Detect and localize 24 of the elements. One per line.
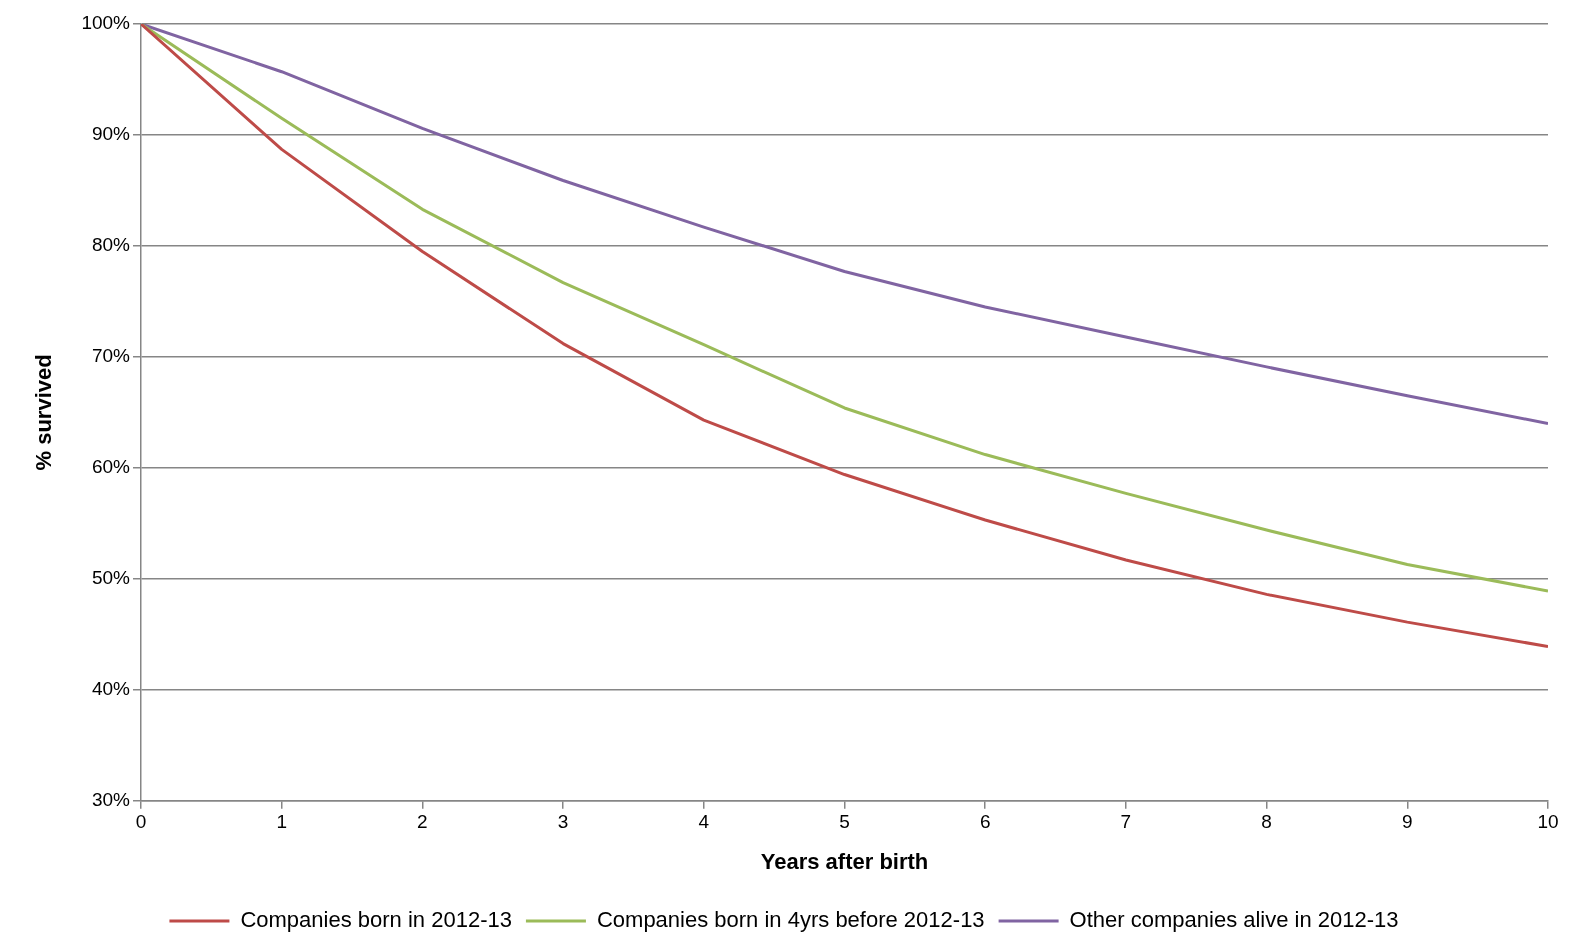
y-tick-label: 30% bbox=[91, 789, 131, 811]
x-axis-title: Years after birth bbox=[760, 848, 929, 874]
y-tick-label: 80% bbox=[91, 234, 131, 256]
x-tick-label: 5 bbox=[839, 811, 850, 833]
x-tick-label: 9 bbox=[1402, 811, 1413, 833]
y-axis-title: % survived bbox=[31, 354, 57, 471]
x-tick-label: 3 bbox=[557, 811, 569, 833]
x-tick-label: 6 bbox=[979, 811, 991, 833]
x-tick-label: 7 bbox=[1120, 811, 1132, 833]
legend-label: Companies born in 2012-13 bbox=[240, 907, 512, 933]
y-tick-label: 100% bbox=[81, 12, 131, 34]
x-tick-label: 10 bbox=[1537, 811, 1559, 833]
y-tick-label: 40% bbox=[91, 678, 131, 700]
x-tick-label: 8 bbox=[1261, 811, 1272, 833]
legend-label: Companies born in 4yrs before 2012-13 bbox=[596, 907, 985, 933]
x-tick-label: 0 bbox=[135, 811, 147, 833]
legend-label: Other companies alive in 2012-13 bbox=[1069, 907, 1399, 933]
y-tick-label: 50% bbox=[91, 567, 131, 589]
y-tick-label: 90% bbox=[91, 123, 131, 145]
x-tick-label: 2 bbox=[417, 811, 428, 833]
y-tick-label: 70% bbox=[91, 345, 131, 367]
y-tick-label: 60% bbox=[91, 456, 131, 478]
x-tick-label: 1 bbox=[276, 811, 287, 833]
x-tick-label: 4 bbox=[698, 811, 710, 833]
